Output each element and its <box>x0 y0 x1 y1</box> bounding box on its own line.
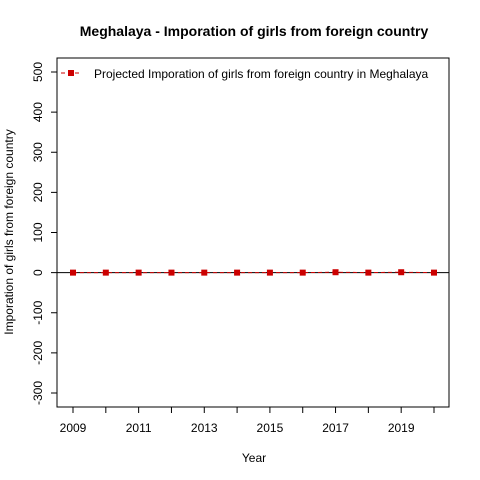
x-axis: 2009 2011 2013 2015 2017 2019 <box>60 407 435 435</box>
data-point <box>398 269 405 276</box>
y-tick-label: 0 <box>31 269 45 276</box>
data-point <box>234 269 241 276</box>
x-tick-label: 2011 <box>126 421 152 435</box>
y-tick-label: 200 <box>31 182 45 202</box>
y-tick-label: 100 <box>31 222 45 242</box>
x-tick-label: 2015 <box>257 421 284 435</box>
data-point <box>168 269 175 276</box>
data-point <box>431 269 437 276</box>
legend-label: Projected Imporation of girls from forei… <box>94 67 428 81</box>
x-tick-label: 2009 <box>60 421 87 435</box>
y-tick-label: -100 <box>31 300 45 324</box>
plot-frame <box>56 57 450 408</box>
series-layer <box>70 269 437 276</box>
data-point <box>70 269 76 276</box>
data-point <box>102 269 109 276</box>
x-axis-label: Year <box>242 451 266 465</box>
data-point <box>266 269 273 276</box>
data-point <box>299 269 306 276</box>
y-axis: -300 -200 -100 0 100 200 300 400 500 <box>31 62 57 405</box>
chart-title: Meghalaya - Imporation of girls from for… <box>80 23 429 39</box>
data-point <box>332 269 339 276</box>
y-tick-label: 300 <box>31 142 45 162</box>
data-point <box>365 269 372 276</box>
x-tick-label: 2017 <box>322 421 349 435</box>
x-tick-label: 2019 <box>388 421 415 435</box>
y-tick-label: -200 <box>31 341 45 365</box>
data-point <box>135 269 142 276</box>
y-tick-label: 500 <box>31 62 45 82</box>
y-tick-label: -300 <box>31 381 45 405</box>
legend: Projected Imporation of girls from forei… <box>61 67 428 81</box>
y-axis-label: Imporation of girls from foreign country <box>2 129 16 334</box>
data-point <box>201 269 208 276</box>
x-tick-label: 2013 <box>191 421 218 435</box>
y-tick-label: 400 <box>31 102 45 122</box>
legend-marker <box>68 70 74 76</box>
